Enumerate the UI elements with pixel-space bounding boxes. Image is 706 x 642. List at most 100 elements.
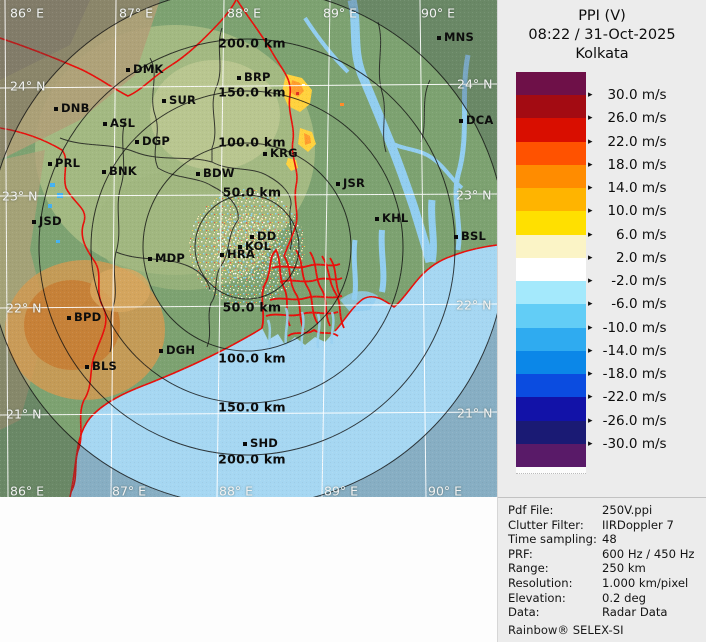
legend-label: ▸ -30.0 m/s — [588, 436, 667, 452]
legend-color-block — [516, 95, 586, 119]
legend-color-block — [516, 281, 586, 305]
legend-color-block — [516, 443, 586, 467]
legend-label: ▸ -10.0 m/s — [588, 320, 667, 336]
blank-margin — [0, 497, 497, 642]
side-panel: PPI (V) 08:22 / 31-Oct-2025 Kolkata ▸ 30.… — [497, 0, 706, 642]
legend-tick-arrow: ▸ — [588, 392, 593, 403]
info-row: Time sampling: 48 — [508, 532, 706, 547]
info-rows: Pdf File: 250V.ppi Clutter Filter: IIRDoppl… — [508, 503, 706, 620]
legend-unit: m/s — [637, 226, 667, 243]
legend-tick-arrow: ▸ — [588, 183, 593, 194]
legend-tick-arrow: ▸ — [588, 438, 593, 449]
info-value: 48 — [602, 532, 617, 547]
legend-color-block — [516, 188, 586, 212]
legend-value: 6.0 — [616, 226, 638, 243]
legend-tick-arrow: ▸ — [588, 113, 593, 124]
info-row: Data: Radar Data — [508, 605, 706, 620]
legend-label: ▸ 14.0 m/s — [588, 180, 667, 196]
legend-tick-arrow: ▸ — [588, 276, 593, 287]
info-label: Elevation: — [508, 590, 566, 605]
legend-tick-arrow: ▸ — [588, 159, 593, 170]
product-datetime: 08:22 / 31-Oct-2025 — [528, 27, 676, 43]
legend-color-block — [516, 234, 586, 258]
legend-value: -22.0 — [602, 389, 638, 406]
info-label: Data: — [508, 605, 540, 620]
legend-unit: m/s — [637, 133, 667, 150]
info-value: 0.2 deg — [602, 590, 646, 605]
legend-tick-arrow: ▸ — [588, 322, 593, 333]
legend-value: 18.0 — [607, 156, 638, 173]
legend-unit: m/s — [637, 342, 667, 359]
legend-color-block — [516, 72, 586, 96]
legend-tick-arrow: ▸ — [588, 415, 593, 426]
legend-label: ▸ -22.0 m/s — [588, 389, 667, 405]
legend-label: ▸ 26.0 m/s — [588, 110, 667, 126]
legend-tick-arrow: ▸ — [588, 345, 593, 356]
legend-color-block — [516, 257, 586, 282]
info-row: Range: 250 km — [508, 561, 706, 576]
legend-value: -18.0 — [602, 366, 638, 383]
info-label: Range: — [508, 561, 549, 576]
legend-color-block — [516, 374, 586, 398]
legend-label: ▸ 18.0 m/s — [588, 157, 667, 173]
legend-tick-arrow: ▸ — [588, 136, 593, 147]
legend-label: ▸ -18.0 m/s — [588, 366, 667, 382]
velocity-legend: ▸ 30.0 m/s ▸ 26.0 m/s ▸ 22.0 m/s ▸ 18.0 m/s ▸ 14.… — [498, 0, 706, 497]
legend-color-block — [516, 304, 586, 328]
legend-color-block — [516, 118, 586, 142]
legend-unit: m/s — [637, 156, 667, 173]
legend-label: ▸ -2.0 m/s — [588, 273, 667, 289]
legend-value: -2.0 — [611, 273, 638, 290]
info-row: PRF: 600 Hz / 450 Hz — [508, 547, 706, 562]
legend-value: 30.0 — [607, 87, 638, 104]
legend-unit: m/s — [637, 412, 667, 429]
product-info-panel: Pdf File: 250V.ppi Clutter Filter: IIRDoppl… — [498, 497, 706, 642]
legend-value: 2.0 — [616, 249, 638, 266]
dither-texture — [0, 0, 497, 497]
legend-unit: m/s — [637, 389, 667, 406]
product-header: PPI (V) 08:22 / 31-Oct-2025 Kolkata — [498, 0, 706, 64]
legend-tick-arrow: ▸ — [588, 299, 593, 310]
legend-label: ▸ 10.0 m/s — [588, 203, 667, 219]
map-canvas — [0, 0, 497, 497]
legend-color-block — [516, 397, 586, 421]
software-brand: Rainbow® SELEX-SI — [508, 622, 624, 637]
legend-color-bar — [516, 72, 586, 467]
legend-color-block — [516, 350, 586, 375]
radar-station-name: Kolkata — [575, 46, 629, 62]
info-label: Pdf File: — [508, 503, 554, 517]
legend-value: 14.0 — [607, 180, 638, 197]
legend-unit: m/s — [637, 435, 667, 452]
legend-color-block — [516, 141, 586, 165]
info-value: Radar Data — [602, 605, 668, 620]
legend-color-block — [516, 211, 586, 235]
legend-color-block — [516, 164, 586, 189]
info-label: Resolution: — [508, 575, 573, 590]
legend-nodata-strip — [516, 467, 586, 474]
legend-label: ▸ 6.0 m/s — [588, 227, 667, 243]
info-label: Time sampling: — [508, 532, 597, 547]
info-row: Clutter Filter: IIRDoppler 7 — [508, 518, 706, 533]
legend-value: -26.0 — [602, 412, 638, 429]
legend-label: ▸ -14.0 m/s — [588, 343, 667, 359]
legend-unit: m/s — [637, 87, 667, 104]
legend-value: 10.0 — [607, 203, 638, 220]
legend-value: 22.0 — [607, 133, 638, 150]
product-type: PPI (V) — [578, 8, 626, 24]
legend-value: 26.0 — [607, 110, 638, 127]
legend-value: -30.0 — [602, 435, 638, 452]
legend-unit: m/s — [637, 110, 667, 127]
legend-tick-arrow: ▸ — [588, 206, 593, 217]
legend-label: ▸ 2.0 m/s — [588, 250, 667, 266]
legend-unit: m/s — [637, 273, 667, 290]
legend-label: ▸ 30.0 m/s — [588, 87, 667, 103]
legend-label: ▸ -26.0 m/s — [588, 413, 667, 429]
legend-value: -6.0 — [611, 296, 638, 313]
legend-label: ▸ 22.0 m/s — [588, 134, 667, 150]
info-value: IIRDoppler 7 — [602, 517, 674, 532]
info-label: PRF: — [508, 546, 533, 561]
legend-tick-arrow: ▸ — [588, 229, 593, 240]
info-value: 250 km — [602, 561, 646, 576]
legend-tick-arrow: ▸ — [588, 90, 593, 101]
